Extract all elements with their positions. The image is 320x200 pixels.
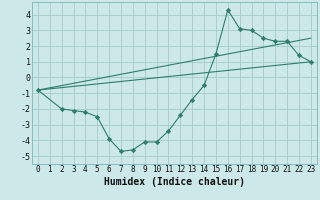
X-axis label: Humidex (Indice chaleur): Humidex (Indice chaleur) <box>104 177 245 187</box>
